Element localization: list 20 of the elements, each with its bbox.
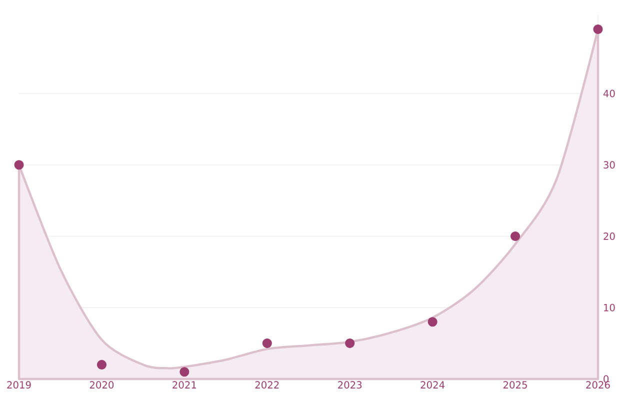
point bbox=[180, 367, 190, 377]
y-tick-label: 30 bbox=[604, 161, 615, 169]
x-tick-label: 2026 bbox=[586, 381, 610, 389]
point bbox=[510, 231, 520, 242]
point bbox=[262, 338, 272, 348]
y-tick-label: 10 bbox=[604, 304, 615, 312]
point bbox=[14, 160, 24, 170]
point bbox=[345, 338, 355, 348]
x-tick-label: 2022 bbox=[255, 381, 279, 389]
point bbox=[428, 317, 438, 327]
point bbox=[96, 360, 106, 370]
x-tick-label: 2025 bbox=[503, 381, 527, 389]
x-tick-label: 2021 bbox=[172, 381, 196, 389]
x-tick-label: 2020 bbox=[90, 381, 114, 389]
x-tick-label: 2019 bbox=[7, 381, 31, 389]
point bbox=[593, 24, 603, 34]
y-tick-label: 40 bbox=[603, 90, 615, 98]
x-tick-label: 2023 bbox=[338, 381, 362, 389]
x-tick-label: 2024 bbox=[420, 381, 445, 389]
y-tick-label: 20 bbox=[604, 232, 615, 240]
